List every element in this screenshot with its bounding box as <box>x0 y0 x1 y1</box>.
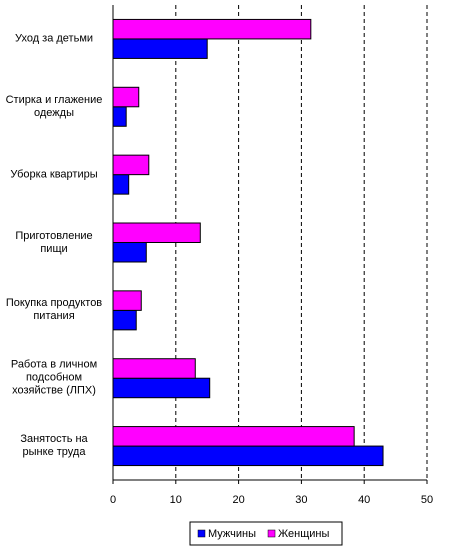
legend-swatch <box>197 529 206 538</box>
bar <box>112 154 150 176</box>
bar <box>112 38 208 59</box>
legend-label: Женщины <box>278 528 329 540</box>
bar <box>112 290 142 311</box>
y-tick-label: Работа в личном подсобном хозяйстве (ЛПХ… <box>10 358 98 397</box>
y-tick-label: Приготовление пищи <box>15 229 93 255</box>
y-tick-label: Занятость на рынке труда <box>20 433 88 459</box>
x-tick-label: 50 <box>421 494 433 506</box>
legend-label: Мужчины <box>208 528 256 540</box>
x-tick-label: 0 <box>110 494 116 506</box>
y-tick-label: Стирка и глажение одежды <box>5 93 103 119</box>
bar <box>112 18 312 40</box>
bar <box>112 309 137 331</box>
bar <box>112 445 384 467</box>
y-tick-label: Уборка квартиры <box>10 168 98 181</box>
bar <box>112 222 201 243</box>
legend-box <box>189 521 343 546</box>
bar <box>112 426 355 447</box>
x-tick-label: 40 <box>358 494 370 506</box>
y-tick-label: Уход за детьми <box>14 32 94 45</box>
bar <box>112 377 211 399</box>
bar <box>112 106 127 127</box>
x-tick-label: 30 <box>295 494 307 506</box>
bar <box>112 174 130 195</box>
x-tick-label: 20 <box>232 494 244 506</box>
x-tick-label: 10 <box>170 494 182 506</box>
legend-swatch <box>267 529 276 538</box>
bar <box>112 86 140 108</box>
bar <box>112 358 196 379</box>
bar <box>112 242 147 263</box>
y-tick-label: Покупка продуктов питания <box>5 297 103 323</box>
